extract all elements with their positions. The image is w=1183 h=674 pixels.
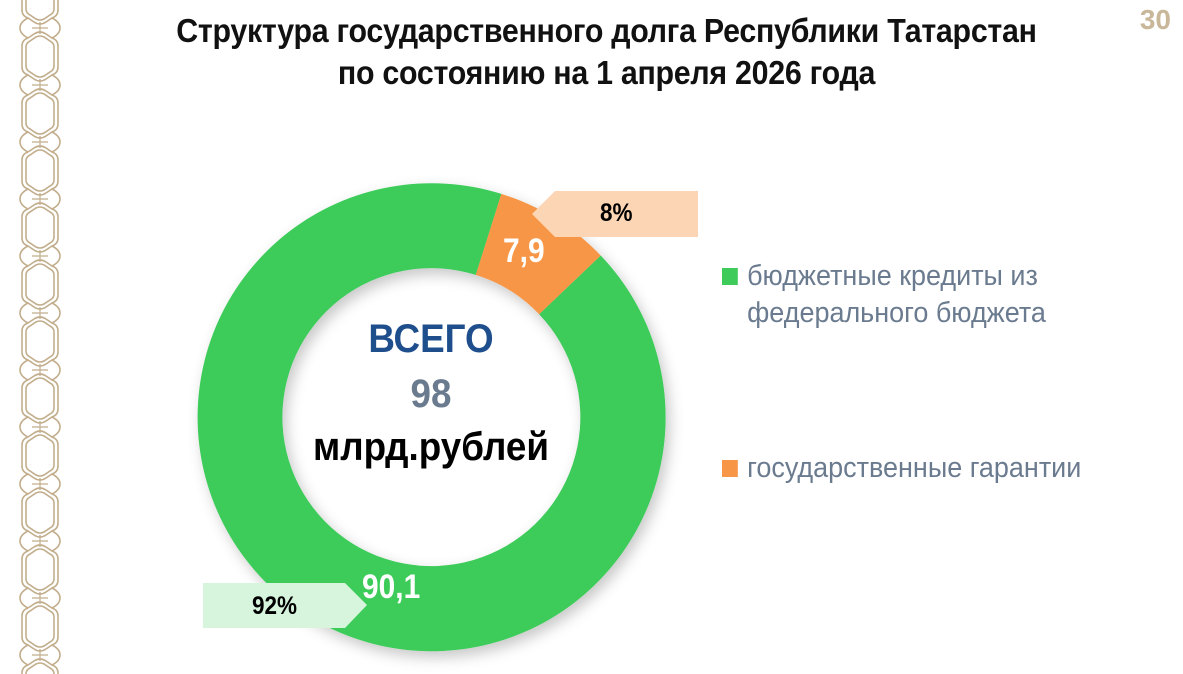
legend-label: бюджетные кредиты из федерального бюджет… bbox=[747, 260, 1046, 329]
total-value: 98 bbox=[410, 372, 452, 416]
title-line-1: Структура государственного долга Республ… bbox=[176, 12, 1037, 49]
budget-credits-value-label: 90,1 bbox=[362, 568, 421, 606]
legend-item-budget-credits[interactable]: бюджетные кредиты из федерального бюджет… bbox=[722, 258, 1046, 332]
legend-label: государственные гарантии bbox=[747, 452, 1082, 484]
legend-item-guarantees[interactable]: государственные гарантии bbox=[722, 450, 1081, 487]
budget-credits-percent-label: 92% bbox=[252, 592, 298, 620]
slice-budget-credits[interactable] bbox=[197, 183, 666, 652]
total-unit: млрд.рублей bbox=[312, 425, 550, 469]
total-label: ВСЕГО bbox=[368, 317, 494, 361]
page-title: Структура государственного долга Республ… bbox=[122, 10, 1091, 94]
guarantees-value-label: 7,9 bbox=[503, 232, 545, 270]
callout-guarantees-percent bbox=[532, 191, 698, 237]
page-number: 30 bbox=[1139, 4, 1171, 35]
green-square-icon bbox=[722, 268, 738, 285]
title-line-2: по состоянию на 1 апреля 2026 года bbox=[337, 54, 876, 91]
slice-guarantees[interactable] bbox=[475, 193, 601, 315]
callout-budget-percent bbox=[203, 583, 367, 628]
guarantees-percent-label: 8% bbox=[600, 199, 633, 227]
orange-square-icon bbox=[722, 460, 738, 477]
